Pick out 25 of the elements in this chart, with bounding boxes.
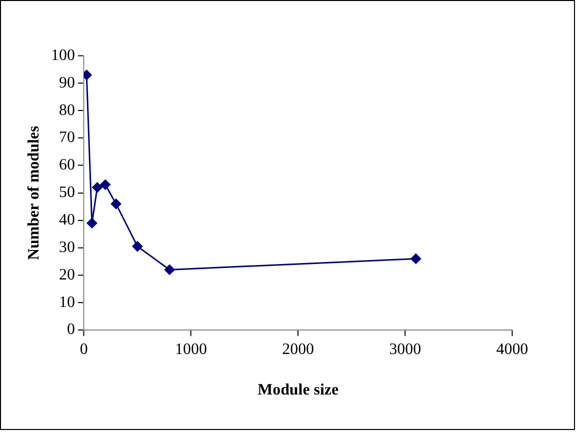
point bbox=[132, 240, 143, 252]
x-tick-label: 4000 bbox=[496, 340, 528, 358]
point bbox=[410, 253, 422, 264]
y-tick-label: 20 bbox=[59, 266, 75, 284]
y-tick-label: 10 bbox=[59, 294, 75, 311]
y-tick-label: 0 bbox=[66, 321, 75, 338]
y-tick-label: 40 bbox=[59, 212, 75, 229]
point bbox=[86, 218, 98, 229]
y-axis-title: Number of modules bbox=[26, 126, 43, 260]
y-tick-label: 90 bbox=[59, 74, 75, 92]
point bbox=[110, 198, 122, 210]
y-tick-label: 60 bbox=[59, 156, 75, 174]
y-tick-label: 100 bbox=[51, 46, 75, 64]
point bbox=[100, 179, 111, 190]
x-tick-label: 2000 bbox=[282, 340, 314, 358]
x-tick-label: 1000 bbox=[175, 340, 207, 358]
y-tick-label: 30 bbox=[59, 238, 75, 256]
point bbox=[92, 182, 103, 193]
x-axis-title: Module size bbox=[258, 382, 339, 399]
point bbox=[164, 264, 176, 276]
x-tick-label: 3000 bbox=[389, 340, 422, 358]
y-tick-label: 80 bbox=[59, 102, 75, 119]
y-tick-label: 70 bbox=[59, 129, 75, 146]
y-tick-label: 50 bbox=[59, 184, 75, 202]
x-tick-label: 0 bbox=[80, 340, 88, 358]
